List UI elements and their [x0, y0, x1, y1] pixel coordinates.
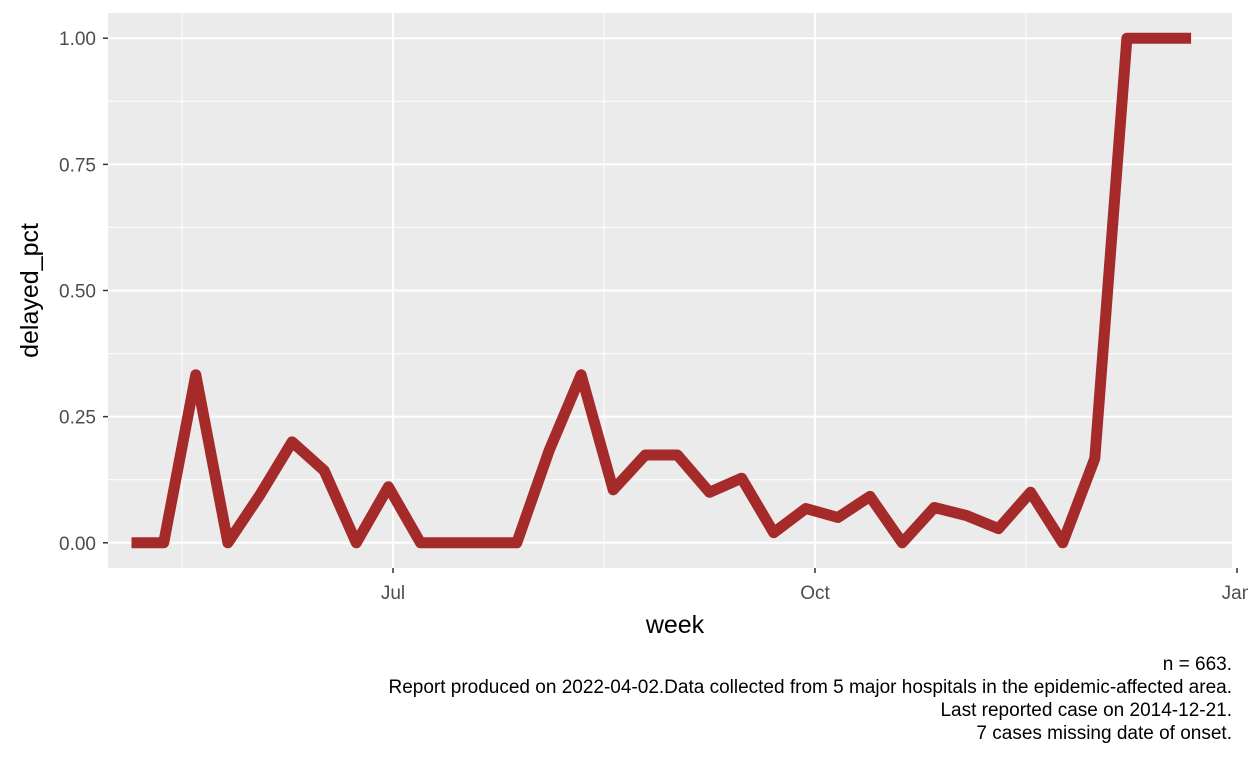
- x-tick-label: Oct: [800, 583, 830, 604]
- x-tick-label: Jul: [381, 583, 405, 604]
- y-axis-title: delayed_pct: [16, 223, 44, 358]
- y-tick-label: 0.50: [59, 282, 96, 303]
- caption-report-source: Report produced on 2022-04-02.Data colle…: [388, 677, 1232, 698]
- caption-last-case: Last reported case on 2014-12-21.: [940, 700, 1232, 721]
- chart-caption: n = 663. Report produced on 2022-04-02.D…: [388, 653, 1232, 745]
- y-tick-label: 0.25: [59, 408, 96, 429]
- caption-sample-size: n = 663.: [1162, 654, 1232, 675]
- x-axis: Jul Oct Jan: [381, 568, 1248, 604]
- caption-missing-onset: 7 cases missing date of onset.: [976, 723, 1232, 744]
- series-line: [131, 32, 1192, 549]
- y-axis: 0.00 0.25 0.50 0.75 1.00: [59, 29, 108, 555]
- x-axis-title: week: [645, 611, 705, 639]
- y-tick-label: 1.00: [59, 29, 96, 50]
- series-layer: [131, 32, 1192, 549]
- y-tick-label: 0.75: [59, 155, 96, 176]
- major-gridlines: [108, 13, 1238, 568]
- line-chart: 0.00 0.25 0.50 0.75 1.00 Jul Oct Jan week dela…: [16, 13, 1248, 639]
- y-tick-label: 0.00: [59, 534, 96, 555]
- x-tick-label: Jan: [1222, 583, 1248, 604]
